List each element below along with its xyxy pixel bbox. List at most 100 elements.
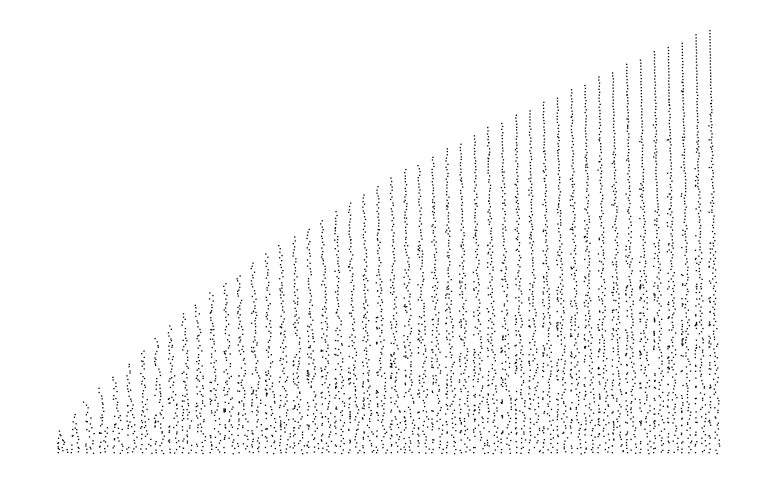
scatter-point xyxy=(627,155,629,157)
scatter-point xyxy=(575,305,577,307)
scatter-point xyxy=(552,419,554,421)
scatter-point xyxy=(616,339,619,341)
scatter-point xyxy=(196,338,198,340)
scatter-point xyxy=(186,352,188,355)
scatter-point xyxy=(197,347,199,349)
scatter-point xyxy=(576,348,578,350)
scatter-point xyxy=(653,51,655,53)
scatter-point xyxy=(508,347,510,350)
scatter-point xyxy=(301,437,304,439)
scatter-point xyxy=(267,351,269,353)
scatter-point xyxy=(543,277,545,279)
scatter-point xyxy=(334,239,336,241)
scatter-point xyxy=(306,378,308,380)
scatter-point xyxy=(390,198,392,201)
scatter-point xyxy=(656,218,658,220)
scatter-point xyxy=(652,124,655,126)
scatter-point xyxy=(587,302,589,304)
scatter-point xyxy=(481,387,483,389)
scatter-point xyxy=(141,414,143,416)
scatter-point xyxy=(390,208,392,210)
scatter-point xyxy=(357,452,359,454)
scatter-point xyxy=(466,446,468,448)
scatter-point xyxy=(231,408,233,410)
scatter-point xyxy=(445,294,447,296)
scatter-point xyxy=(577,382,579,384)
scatter-point xyxy=(655,96,657,98)
scatter-point xyxy=(482,376,484,378)
scatter-point xyxy=(542,250,544,252)
scatter-point xyxy=(585,109,587,111)
scatter-point xyxy=(532,228,534,230)
scatter-point xyxy=(586,230,588,232)
scatter-point xyxy=(417,445,419,447)
scatter-point xyxy=(391,180,393,183)
scatter-point xyxy=(515,344,517,346)
scatter-point xyxy=(174,375,176,377)
scatter-point xyxy=(641,132,643,134)
scatter-point xyxy=(558,200,560,202)
scatter-point xyxy=(389,426,391,428)
scatter-point xyxy=(658,248,660,250)
scatter-point xyxy=(524,439,527,441)
scatter-point xyxy=(354,386,356,388)
scatter-point xyxy=(438,400,441,402)
scatter-point xyxy=(597,356,599,358)
scatter-point xyxy=(328,391,330,393)
scatter-point xyxy=(433,165,435,168)
scatter-point xyxy=(479,367,481,369)
scatter-point xyxy=(640,448,642,450)
scatter-point xyxy=(613,199,616,201)
scatter-point xyxy=(487,339,489,341)
scatter-point xyxy=(182,440,184,442)
scatter-point xyxy=(434,235,436,238)
scatter-point xyxy=(450,300,452,302)
scatter-point xyxy=(611,382,614,384)
scatter-point xyxy=(142,393,144,395)
scatter-point xyxy=(431,418,433,420)
scatter-point xyxy=(237,312,239,314)
scatter-point xyxy=(614,154,617,156)
scatter-point xyxy=(474,393,476,396)
scatter-point xyxy=(588,251,590,253)
scatter-point xyxy=(445,178,447,180)
scatter-point xyxy=(420,213,422,216)
scatter-point xyxy=(655,133,657,135)
scatter-point xyxy=(104,430,106,432)
scatter-point xyxy=(484,452,486,454)
scatter-point xyxy=(477,309,479,312)
scatter-point xyxy=(293,427,295,429)
scatter-point xyxy=(528,386,530,388)
scatter-point xyxy=(615,254,617,256)
scatter-point xyxy=(654,282,656,284)
scatter-point xyxy=(614,147,616,150)
scatter-point xyxy=(175,441,178,444)
scatter-point xyxy=(590,342,592,344)
scatter-point xyxy=(369,400,372,402)
scatter-point xyxy=(653,448,655,450)
scatter-point xyxy=(432,300,434,302)
scatter-point xyxy=(363,431,365,433)
scatter-point xyxy=(279,278,281,280)
scatter-point xyxy=(571,115,573,118)
scatter-point xyxy=(533,344,536,346)
scatter-point xyxy=(182,321,184,323)
scatter-point xyxy=(404,172,406,174)
scatter-point xyxy=(141,452,144,454)
scatter-point xyxy=(557,211,559,214)
scatter-point xyxy=(418,204,420,206)
scatter-point xyxy=(558,206,560,208)
scatter-point xyxy=(243,351,245,353)
scatter-point xyxy=(203,421,205,423)
scatter-point xyxy=(282,306,284,308)
scatter-point xyxy=(556,259,558,261)
scatter-point xyxy=(646,338,649,341)
scatter-point xyxy=(431,366,433,368)
scatter-point xyxy=(612,90,615,92)
scatter-point xyxy=(445,160,447,162)
scatter-point xyxy=(434,285,436,287)
scatter-point xyxy=(422,253,424,255)
scatter-point xyxy=(507,375,510,377)
scatter-point xyxy=(543,349,546,351)
scatter-point xyxy=(223,408,225,410)
